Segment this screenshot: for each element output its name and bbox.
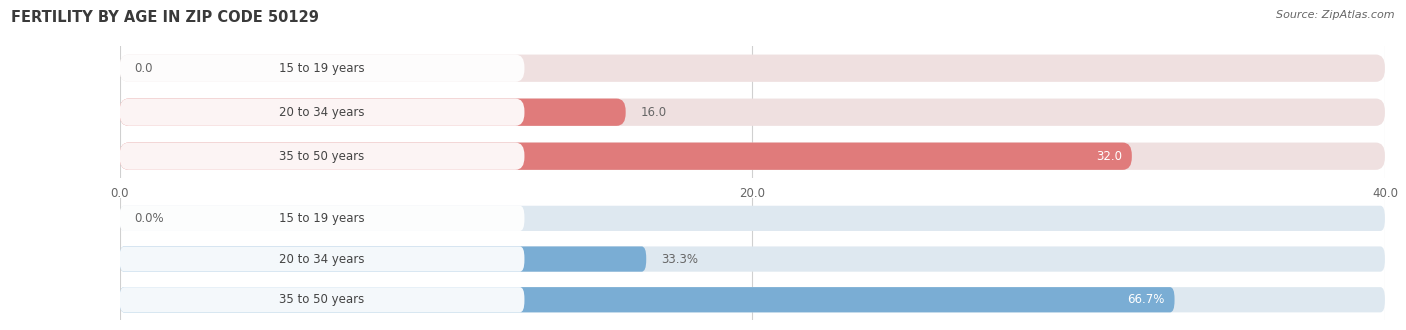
FancyBboxPatch shape	[120, 99, 1385, 126]
FancyBboxPatch shape	[120, 99, 524, 126]
FancyBboxPatch shape	[120, 206, 524, 231]
FancyBboxPatch shape	[120, 99, 626, 126]
FancyBboxPatch shape	[120, 247, 524, 272]
FancyBboxPatch shape	[120, 287, 1385, 313]
Text: 16.0: 16.0	[641, 106, 666, 119]
Text: 20 to 34 years: 20 to 34 years	[280, 252, 364, 266]
FancyBboxPatch shape	[120, 247, 1385, 272]
Text: 33.3%: 33.3%	[661, 252, 699, 266]
Text: 0.0: 0.0	[135, 62, 153, 75]
Text: 15 to 19 years: 15 to 19 years	[280, 212, 364, 225]
FancyBboxPatch shape	[120, 143, 524, 170]
FancyBboxPatch shape	[120, 143, 1385, 170]
Text: 20 to 34 years: 20 to 34 years	[280, 106, 364, 119]
FancyBboxPatch shape	[120, 54, 1385, 82]
Text: 32.0: 32.0	[1095, 150, 1122, 163]
FancyBboxPatch shape	[120, 206, 1385, 231]
Text: 15 to 19 years: 15 to 19 years	[280, 62, 364, 75]
Text: Source: ZipAtlas.com: Source: ZipAtlas.com	[1277, 10, 1395, 20]
FancyBboxPatch shape	[120, 54, 524, 82]
Text: FERTILITY BY AGE IN ZIP CODE 50129: FERTILITY BY AGE IN ZIP CODE 50129	[11, 10, 319, 25]
Text: 35 to 50 years: 35 to 50 years	[280, 293, 364, 306]
FancyBboxPatch shape	[120, 247, 647, 272]
FancyBboxPatch shape	[120, 287, 1174, 313]
FancyBboxPatch shape	[120, 143, 1132, 170]
FancyBboxPatch shape	[120, 287, 524, 313]
Text: 0.0%: 0.0%	[135, 212, 165, 225]
Text: 66.7%: 66.7%	[1128, 293, 1164, 306]
Text: 35 to 50 years: 35 to 50 years	[280, 150, 364, 163]
